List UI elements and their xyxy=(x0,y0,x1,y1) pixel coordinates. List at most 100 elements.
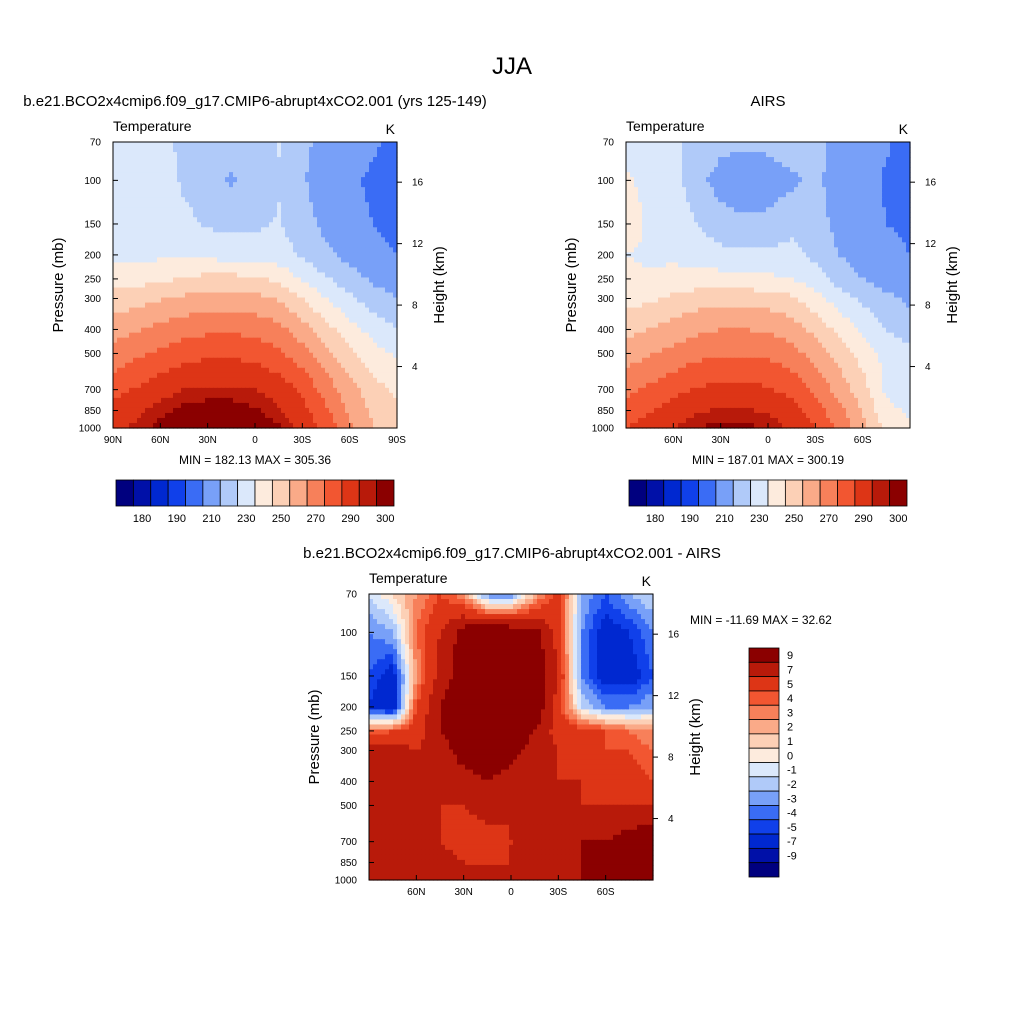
contour-cell xyxy=(165,302,170,309)
contour-cell xyxy=(173,232,178,238)
contour-cell xyxy=(650,177,655,183)
contour-cell xyxy=(225,287,230,294)
contour-cell xyxy=(149,352,154,359)
contour-cell xyxy=(145,142,150,148)
contour-cell xyxy=(125,352,130,359)
contour-cell xyxy=(858,177,863,183)
contour-cell xyxy=(866,162,871,168)
contour-cell xyxy=(245,397,250,404)
contour-cell xyxy=(185,227,190,233)
contour-cell xyxy=(149,157,154,163)
contour-cell xyxy=(742,172,747,178)
contour-cell xyxy=(173,212,178,218)
contour-cell xyxy=(137,402,142,409)
contour-cell xyxy=(349,217,354,223)
contour-cell xyxy=(241,207,246,213)
contour-cell xyxy=(201,312,206,319)
contour-cell xyxy=(293,212,298,218)
contour-cell xyxy=(297,172,302,178)
contour-cell xyxy=(365,282,370,289)
contour-cell xyxy=(233,397,238,404)
contour-cell xyxy=(265,422,270,429)
contour-cell xyxy=(113,232,118,238)
contour-cell xyxy=(325,402,330,409)
contour-cell xyxy=(237,357,242,364)
contour-cell xyxy=(762,177,767,183)
contour-cell xyxy=(197,422,202,429)
contour-cell xyxy=(826,147,831,153)
contour-cell xyxy=(137,317,142,324)
contour-cell xyxy=(125,337,130,344)
contour-cell xyxy=(301,387,306,394)
contour-cell xyxy=(281,317,286,324)
contour-cell xyxy=(365,397,370,404)
contour-cell xyxy=(678,162,683,168)
contour-cell xyxy=(658,152,663,158)
contour-cell xyxy=(181,202,186,208)
contour-cell xyxy=(153,197,158,203)
contour-cell xyxy=(149,192,154,198)
contour-cell xyxy=(698,167,703,173)
contour-cell xyxy=(393,297,398,304)
contour-cell xyxy=(129,402,134,409)
contour-cell xyxy=(117,227,122,233)
contour-cell xyxy=(261,342,266,349)
contour-cell xyxy=(902,167,907,173)
contour-cell xyxy=(133,272,138,279)
contour-cell xyxy=(217,262,222,269)
contour-cell xyxy=(385,422,390,429)
contour-cell xyxy=(337,342,342,349)
contour-cell xyxy=(157,367,162,374)
contour-cell xyxy=(774,162,779,168)
contour-cell xyxy=(385,342,390,349)
contour-cell xyxy=(173,292,178,299)
contour-cell xyxy=(169,402,174,409)
contour-cell xyxy=(217,382,222,389)
colorbar-swatch xyxy=(341,479,360,507)
contour-cell xyxy=(802,147,807,153)
contour-cell xyxy=(185,212,190,218)
contour-cell xyxy=(173,347,178,354)
contour-cell xyxy=(325,417,330,424)
contour-cell xyxy=(658,167,663,173)
contour-cell xyxy=(169,267,174,274)
contour-cell xyxy=(125,292,130,299)
contour-cell xyxy=(237,242,242,248)
contour-cell xyxy=(229,342,234,349)
contour-cell xyxy=(365,332,370,339)
contour-cell xyxy=(145,227,150,233)
contour-cell xyxy=(205,147,210,153)
contour-cell xyxy=(169,272,174,279)
contour-cell xyxy=(269,192,274,198)
contour-cell xyxy=(357,342,362,349)
contour-cell xyxy=(273,147,278,153)
contour-cell xyxy=(389,242,394,248)
contour-cell xyxy=(357,357,362,364)
contour-cell xyxy=(121,367,126,374)
contour-cell xyxy=(361,147,366,153)
contour-cell xyxy=(269,402,274,409)
contour-cell xyxy=(874,187,879,193)
contour-cell xyxy=(646,152,651,158)
contour-cell xyxy=(890,142,895,148)
contour-cell xyxy=(133,222,138,228)
contour-cell xyxy=(145,242,150,248)
contour-cell xyxy=(297,222,302,228)
contour-cell xyxy=(806,187,811,193)
contour-cell xyxy=(381,212,386,218)
contour-cell xyxy=(634,152,639,158)
contour-cell xyxy=(714,192,719,198)
contour-cell xyxy=(257,182,262,188)
contour-cell xyxy=(137,322,142,329)
contour-cell xyxy=(878,142,883,148)
contour-cell xyxy=(129,187,134,193)
contour-cell xyxy=(341,147,346,153)
contour-cell xyxy=(117,387,122,394)
contour-cell xyxy=(321,382,326,389)
contour-cell xyxy=(389,367,394,374)
contour-cell xyxy=(393,202,398,208)
contour-cell xyxy=(393,147,398,153)
contour-cell xyxy=(113,247,118,253)
contour-cell xyxy=(241,322,246,329)
contour-cell xyxy=(329,282,334,289)
